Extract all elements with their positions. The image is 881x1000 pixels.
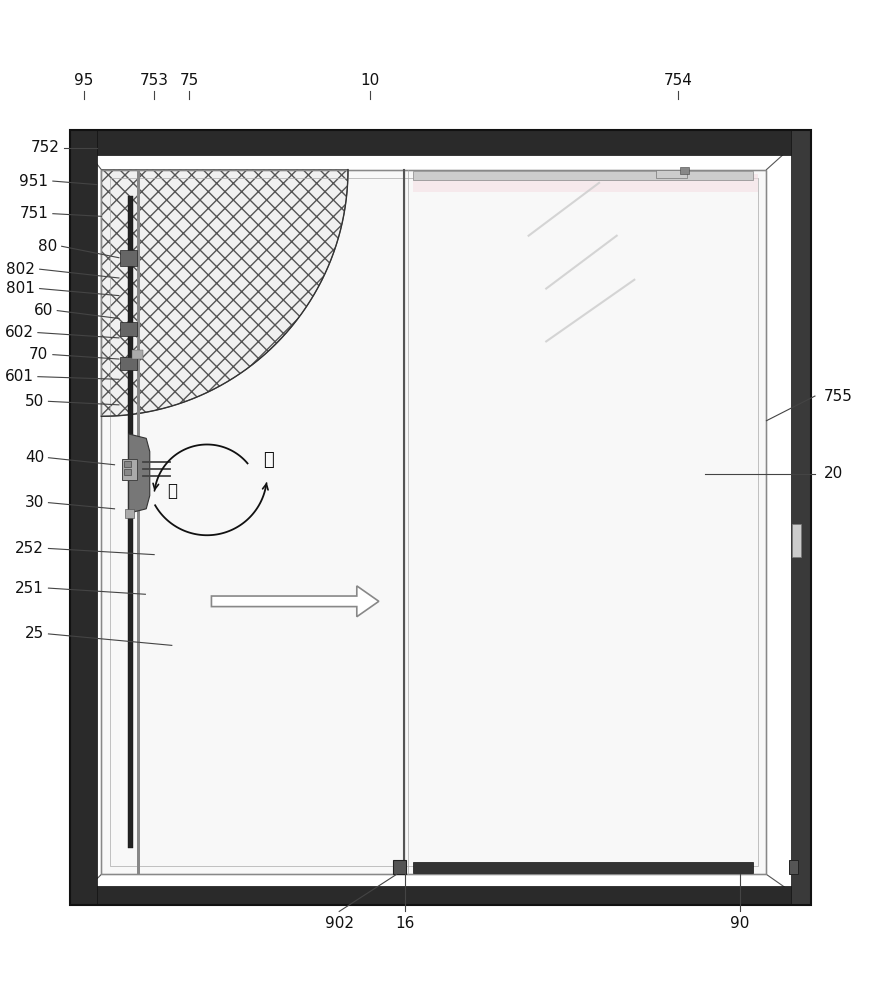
Text: 601: 601 (4, 369, 33, 384)
FancyArrow shape (211, 586, 379, 617)
Bar (120, 357, 137, 370)
Text: 开: 开 (263, 451, 274, 469)
Bar (110, 178, 758, 866)
Text: 16: 16 (396, 916, 415, 931)
Bar (120, 250, 137, 266)
Bar (70, 130, 811, 905)
Bar (137, 170, 140, 874)
Text: 30: 30 (25, 495, 44, 510)
Text: 951: 951 (19, 174, 48, 189)
Text: 252: 252 (15, 541, 44, 556)
Text: 40: 40 (25, 450, 44, 465)
Text: 50: 50 (25, 394, 44, 409)
Text: 关: 关 (167, 482, 177, 500)
Text: 751: 751 (19, 206, 48, 221)
Text: 20: 20 (824, 466, 843, 481)
Polygon shape (129, 434, 150, 513)
Bar (413, 174, 758, 192)
Polygon shape (101, 170, 348, 416)
Bar (70, 130, 97, 905)
Bar (656, 170, 687, 178)
Bar (394, 860, 406, 874)
Bar (101, 170, 766, 874)
Text: 802: 802 (6, 262, 35, 277)
Bar (120, 322, 137, 336)
Bar (413, 862, 753, 873)
Text: 753: 753 (140, 73, 168, 88)
Bar (125, 509, 134, 518)
Text: 90: 90 (730, 916, 750, 931)
Bar (70, 886, 811, 905)
Text: 902: 902 (325, 916, 353, 931)
Bar (128, 196, 133, 848)
Bar (70, 130, 811, 155)
Bar (101, 170, 404, 874)
Bar (413, 171, 753, 180)
Text: 754: 754 (664, 73, 692, 88)
Text: 95: 95 (74, 73, 93, 88)
Bar (792, 524, 801, 557)
Text: 70: 70 (29, 347, 48, 362)
Text: 755: 755 (824, 389, 853, 404)
Bar (122, 459, 137, 480)
Bar (789, 860, 798, 874)
Text: 602: 602 (4, 325, 33, 340)
Text: 251: 251 (15, 581, 44, 596)
Bar (404, 170, 766, 874)
Bar (680, 167, 689, 174)
Bar (124, 469, 131, 475)
Text: 801: 801 (6, 281, 35, 296)
Bar (101, 170, 766, 874)
Text: 25: 25 (25, 626, 44, 641)
Bar (791, 130, 811, 905)
Text: 75: 75 (180, 73, 199, 88)
Bar (132, 350, 143, 359)
Text: 752: 752 (31, 140, 60, 155)
Text: 60: 60 (33, 303, 53, 318)
Text: 80: 80 (38, 239, 57, 254)
Bar (124, 461, 131, 467)
Text: 10: 10 (360, 73, 380, 88)
